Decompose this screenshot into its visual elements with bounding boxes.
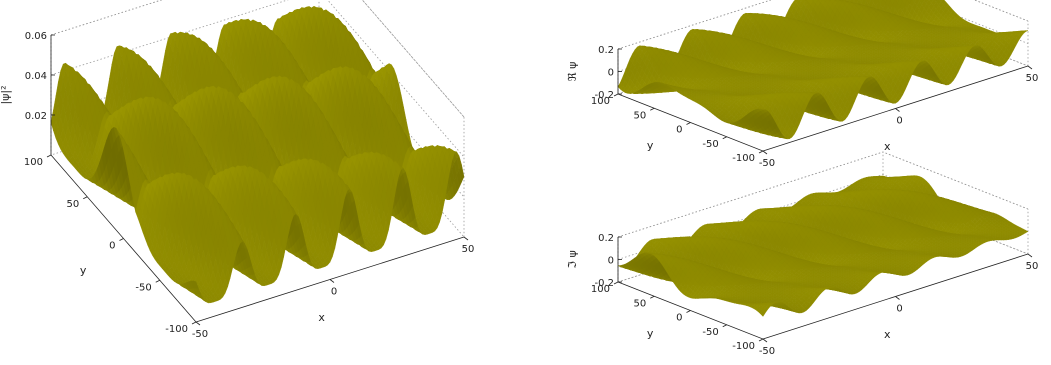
chart-left-surface	[51, 6, 464, 303]
